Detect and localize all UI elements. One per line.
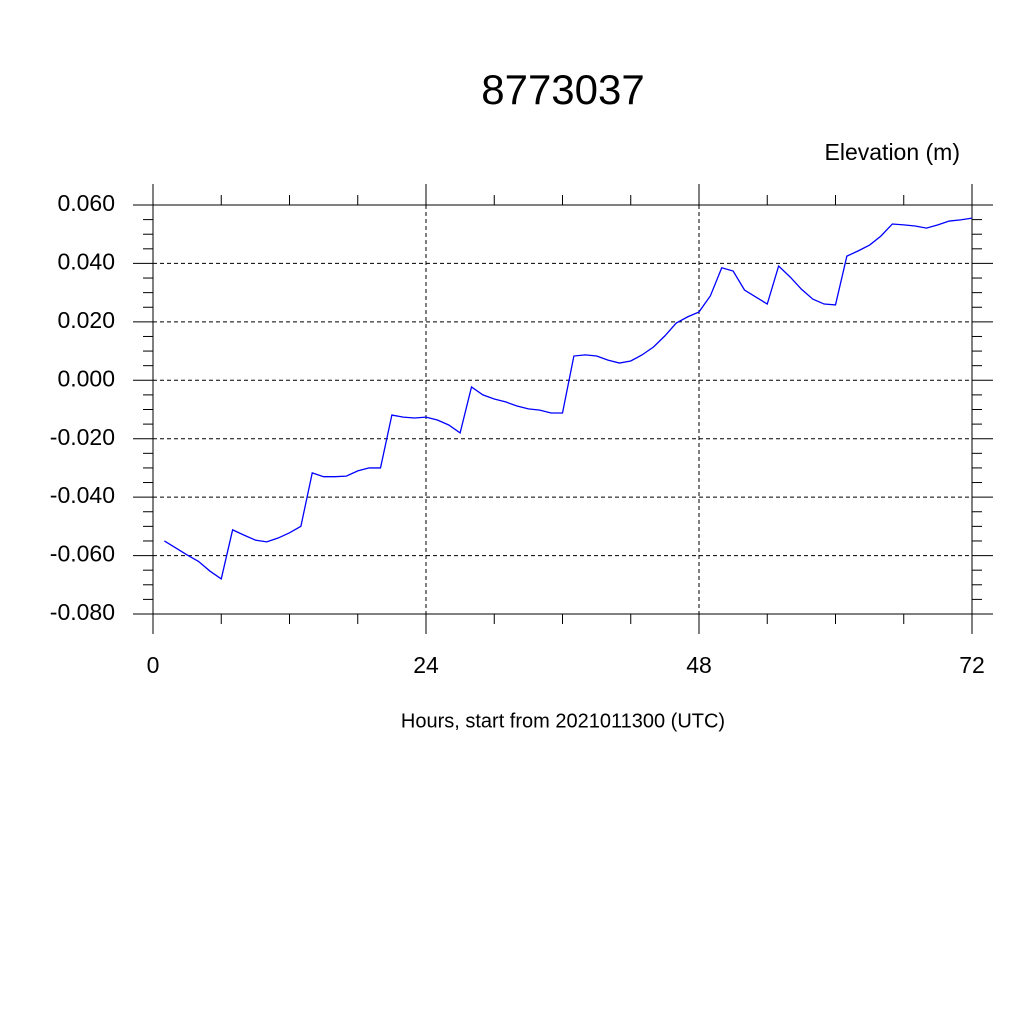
y-tick-label: -0.060 [50, 541, 115, 567]
x-tick-label: 72 [959, 652, 985, 678]
x-tick-label: 48 [686, 652, 712, 678]
y-tick-label: -0.080 [50, 599, 115, 625]
y-tick-label: -0.040 [50, 482, 115, 508]
y-tick-label: 0.000 [57, 365, 115, 391]
chart-title: 8773037 [481, 66, 645, 113]
data-line [164, 217, 973, 581]
x-axis-label: Hours, start from 2021011300 (UTC) [401, 710, 725, 732]
x-tick-label: 0 [147, 652, 160, 678]
x-tick-label: 24 [413, 652, 439, 678]
subtitle: Elevation (m) [825, 139, 960, 165]
y-tick-label: 0.040 [57, 249, 115, 275]
y-tick-label: -0.020 [50, 424, 115, 450]
y-tick-label: 0.020 [57, 307, 115, 333]
y-tick-label: 0.060 [57, 190, 115, 216]
plot-frame [152, 204, 973, 615]
